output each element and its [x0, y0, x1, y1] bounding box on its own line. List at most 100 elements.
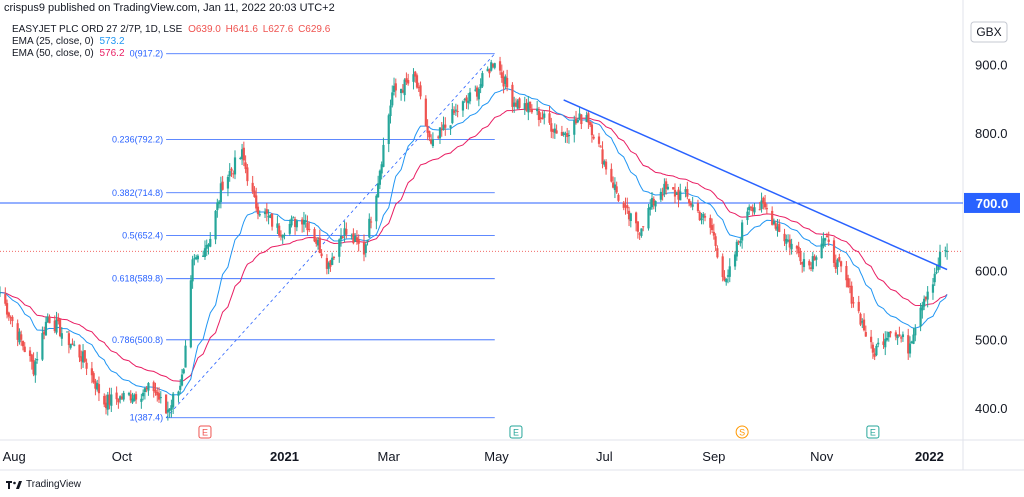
- candle-body: [703, 216, 707, 218]
- candle: [666, 183, 670, 191]
- candle-body: [786, 240, 790, 242]
- event-marker[interactable]: S: [735, 425, 749, 439]
- candle-body: [456, 111, 459, 113]
- candle: [43, 326, 46, 340]
- candle-body: [180, 374, 184, 386]
- candle: [306, 215, 309, 236]
- candle: [405, 72, 408, 85]
- candle-body: [313, 229, 316, 242]
- fib-level-label: 0.786(500.8): [112, 335, 163, 345]
- candle: [555, 124, 558, 134]
- candle: [710, 218, 714, 234]
- candle-body: [57, 318, 60, 322]
- candle: [585, 111, 588, 123]
- candle: [675, 191, 678, 196]
- candle-body: [665, 181, 668, 189]
- candle: [677, 186, 680, 208]
- candle: [278, 223, 281, 238]
- event-marker-box: [509, 425, 523, 439]
- candle: [9, 315, 12, 325]
- candle: [506, 69, 509, 92]
- candle-body: [461, 101, 465, 111]
- candle: [368, 213, 371, 239]
- y-tick-label: 800.0: [975, 126, 1008, 141]
- candle-body: [597, 136, 601, 144]
- candle-body: [426, 125, 429, 133]
- candle-body: [739, 240, 742, 244]
- candle-body: [290, 218, 293, 226]
- candle: [838, 253, 841, 263]
- candle: [364, 242, 367, 258]
- candle-body: [32, 360, 35, 375]
- candle-body: [5, 303, 9, 315]
- candle: [412, 68, 415, 90]
- ohlc-high: H641.6: [225, 24, 258, 35]
- candle: [90, 361, 93, 384]
- candle: [71, 338, 74, 346]
- candle: [354, 233, 357, 242]
- candle: [751, 204, 754, 216]
- candle: [801, 261, 804, 273]
- candle-body: [889, 331, 892, 334]
- candle-body: [345, 228, 348, 235]
- candle: [66, 331, 69, 333]
- candle-body: [836, 259, 839, 268]
- candle: [251, 175, 254, 195]
- candle-body: [242, 147, 245, 161]
- candle-body: [663, 183, 666, 195]
- ema50-row[interactable]: EMA (50, close, 0) 576.2: [12, 48, 335, 60]
- event-marker[interactable]: E: [866, 425, 880, 439]
- candle: [822, 232, 825, 249]
- candle: [195, 254, 198, 261]
- candle-body: [859, 313, 862, 325]
- candle-body: [820, 243, 823, 259]
- candle: [763, 194, 767, 210]
- candle-body: [258, 214, 261, 216]
- candle: [103, 393, 106, 408]
- candle: [203, 240, 207, 260]
- candle: [567, 130, 571, 144]
- candle-body: [364, 244, 367, 254]
- event-marker-box: [866, 425, 880, 439]
- candle: [871, 342, 874, 359]
- candle: [813, 254, 816, 261]
- candle: [228, 163, 231, 182]
- candle-body: [659, 191, 662, 200]
- candle: [456, 104, 459, 118]
- x-tick-label: Oct: [112, 449, 133, 464]
- ema25-row[interactable]: EMA (25, close, 0) 573.2: [12, 36, 335, 48]
- candle: [516, 98, 519, 110]
- candle: [785, 234, 788, 251]
- candle-body: [513, 102, 516, 107]
- candle: [329, 259, 332, 272]
- candle-body: [486, 68, 489, 72]
- candle-body: [873, 353, 876, 357]
- candle: [216, 198, 219, 218]
- candle-body: [562, 132, 565, 135]
- y-tick-label: 900.0: [975, 58, 1008, 73]
- candle: [944, 246, 947, 258]
- event-marker[interactable]: E: [198, 425, 212, 439]
- candle-body: [604, 161, 608, 170]
- tradingview-footer[interactable]: TradingView: [6, 479, 81, 490]
- candle-body: [725, 279, 728, 283]
- candle: [910, 340, 913, 344]
- candle-body: [551, 129, 555, 132]
- candle-body: [424, 98, 427, 127]
- candle-body: [576, 120, 579, 123]
- candle: [491, 63, 495, 69]
- candle: [339, 228, 343, 247]
- candle: [36, 351, 39, 364]
- candle: [389, 99, 392, 124]
- candle-body: [454, 109, 457, 111]
- candle: [665, 178, 668, 195]
- event-marker[interactable]: E: [509, 425, 523, 439]
- candle-body: [182, 369, 185, 374]
- candle: [875, 343, 878, 357]
- candle-body: [514, 102, 518, 107]
- candle: [431, 132, 435, 149]
- candle-body: [908, 343, 912, 354]
- candle-body: [629, 213, 632, 222]
- candle: [214, 209, 217, 245]
